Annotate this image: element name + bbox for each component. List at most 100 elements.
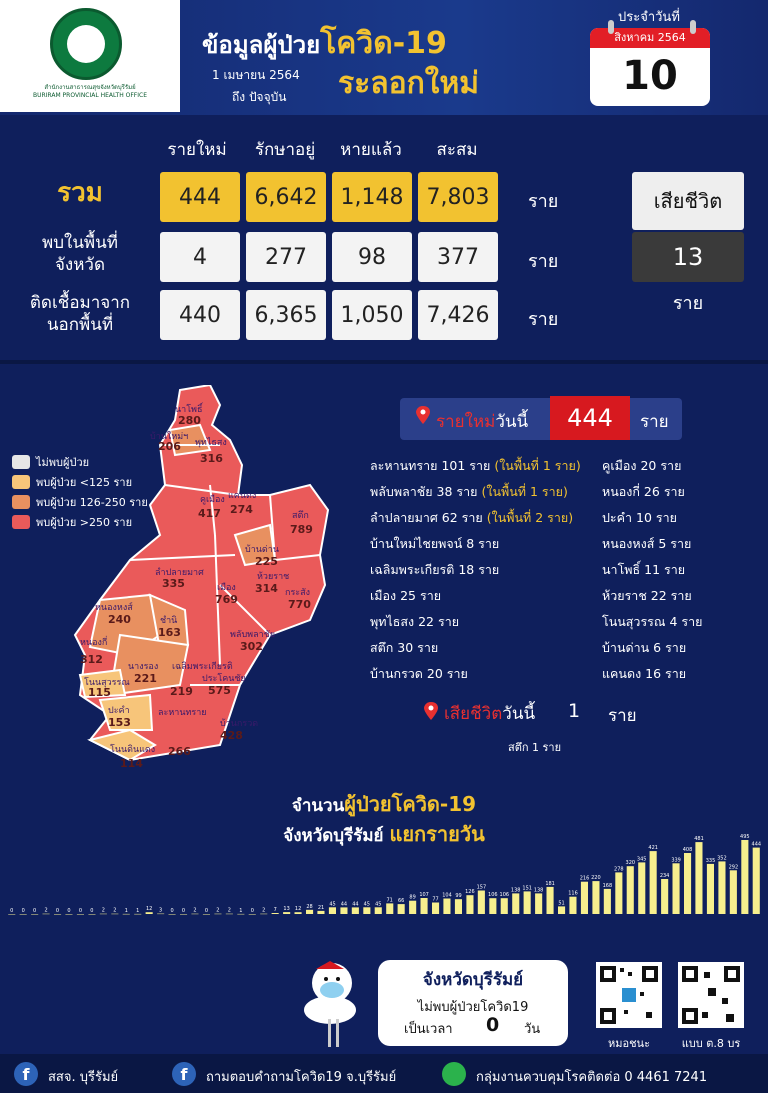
map-labels: นาโพธิ์ 280 บ้านใหม่ฯ 206 พุทไธสง 316 คู… bbox=[80, 402, 313, 770]
mascot-bird-icon bbox=[304, 961, 356, 1047]
chart-data-label: 107 bbox=[419, 892, 429, 898]
map-label: ประโคนชัย bbox=[202, 673, 246, 684]
map-label: ชำนิ bbox=[160, 615, 177, 626]
chart-data-label: 45 bbox=[364, 901, 370, 907]
chart-bar bbox=[512, 893, 520, 914]
cell-external-new: 440 bbox=[160, 290, 240, 340]
chart-bar bbox=[191, 913, 199, 915]
calendar-month: สิงหาคม 2564 bbox=[590, 28, 710, 48]
map-label: หนองกี่ bbox=[80, 635, 107, 648]
map-label: เมือง bbox=[217, 582, 236, 593]
chart-data-label: 45 bbox=[375, 901, 381, 907]
footer-link-sso[interactable]: สสจ. บุรีรัมย์ bbox=[48, 1070, 119, 1085]
map-region-yellow bbox=[98, 693, 154, 731]
map-value: 280 bbox=[178, 414, 201, 427]
chart-bar bbox=[214, 913, 222, 915]
chart-data-label: 0 bbox=[79, 908, 82, 914]
row-unit: ราย bbox=[528, 309, 559, 330]
map-value: 274 bbox=[230, 503, 253, 516]
list-item: เมือง 25 ราย bbox=[370, 588, 442, 603]
row-label-total: รวม bbox=[57, 178, 103, 208]
chart-bar bbox=[225, 913, 233, 915]
list-item: หนองกี่ 26 ราย bbox=[602, 484, 685, 499]
chart-data-label: 71 bbox=[387, 897, 393, 903]
map-value: 206 bbox=[158, 440, 181, 453]
new-today-value: 444 bbox=[550, 396, 630, 440]
legend-item: ไม่พบผู้ป่วย bbox=[12, 452, 148, 472]
chart-data-label: 0 bbox=[67, 908, 70, 914]
map-label: ปะคำ bbox=[108, 705, 130, 716]
facebook-icon[interactable]: f bbox=[14, 1062, 38, 1086]
row-unit: ราย bbox=[528, 191, 559, 212]
chart-bar bbox=[420, 898, 428, 914]
page-title: ข้อมูลผู้ป่วยโควิด-19 bbox=[202, 20, 447, 67]
qr-code-icon[interactable] bbox=[678, 962, 744, 1028]
date-to: ถึง ปัจจุบัน bbox=[232, 90, 287, 104]
map-value: 312 bbox=[80, 653, 103, 666]
chart-bar bbox=[237, 913, 245, 915]
map-label: คูเมือง bbox=[200, 494, 225, 505]
free-days: 0 bbox=[486, 1014, 500, 1036]
chart-data-label: 21 bbox=[318, 905, 324, 911]
phone-icon[interactable] bbox=[442, 1062, 466, 1086]
chart-bar bbox=[706, 863, 714, 914]
chart-bar bbox=[134, 913, 142, 915]
chart-bar bbox=[454, 899, 462, 914]
chart-bar bbox=[294, 912, 302, 914]
list-item: คูเมือง 20 ราย bbox=[602, 458, 682, 473]
header: สำนักงานสาธารณสุขจังหวัดบุรีรัมย์ BURIRA… bbox=[0, 0, 768, 115]
chart-bar bbox=[340, 907, 348, 914]
list-item: นาโพธิ์ 11 ราย bbox=[602, 562, 686, 577]
map-label: สตึก bbox=[292, 510, 309, 521]
chart-bar bbox=[42, 913, 50, 915]
death-value: 13 bbox=[632, 232, 744, 282]
qr-caption-mohchana: หมอชนะ bbox=[607, 1037, 650, 1050]
chart-bar bbox=[477, 890, 485, 914]
chart-data-label: 138 bbox=[534, 887, 544, 893]
calendar-ring-icon bbox=[690, 20, 696, 34]
cell-external-cumulative: 7,426 bbox=[418, 290, 498, 340]
map-label: โนนดินแดง bbox=[110, 744, 155, 755]
cell-local-recovered: 98 bbox=[332, 232, 412, 282]
legend-swatch bbox=[12, 495, 30, 509]
logo-caption-th: สำนักงานสาธารณสุขจังหวัดบุรีรัมย์ bbox=[44, 84, 136, 91]
footer-link-qa[interactable]: ถามตอบคำถามโควิด19 จ.บุรีรัมย์ bbox=[206, 1070, 397, 1085]
chart-data-label: 168 bbox=[603, 883, 613, 889]
calendar-ring-icon bbox=[608, 20, 614, 34]
page-subtitle: ระลอกใหม่ bbox=[338, 66, 479, 101]
chart-data-label: 2 bbox=[193, 908, 196, 914]
chart-data-label: 345 bbox=[637, 856, 647, 862]
map-label: บ้านกรวด bbox=[220, 718, 258, 729]
free-unit: วัน bbox=[524, 1022, 541, 1037]
chart-data-label: 126 bbox=[465, 889, 475, 895]
chart-data-label: 106 bbox=[500, 892, 510, 898]
chart-subtitle: จังหวัดบุรีรัมย์ แยกรายวัน bbox=[283, 822, 485, 846]
footer-contact[interactable]: กลุ่มงานควบคุมโรคติดต่อ 0 4461 7241 bbox=[476, 1070, 708, 1085]
legend-swatch bbox=[12, 455, 30, 469]
list-item: บ้านกรวด 20 ราย bbox=[370, 666, 468, 681]
chart-bar bbox=[558, 906, 566, 914]
chart-bar bbox=[351, 907, 359, 914]
map-label: ละหานทราย bbox=[158, 708, 207, 718]
chart-data-label: 0 bbox=[182, 908, 185, 914]
chart-data-label: 12 bbox=[146, 906, 152, 912]
footer: f สสจ. บุรีรัมย์ f ถามตอบคำถามโควิด19 จ.… bbox=[0, 1054, 768, 1093]
chart-data-label: 12 bbox=[295, 906, 301, 912]
chart-bar bbox=[500, 898, 508, 914]
chart-data-label: 44 bbox=[341, 901, 347, 907]
chart-data-label: 106 bbox=[488, 892, 498, 898]
chart-bar bbox=[168, 914, 176, 915]
chart-bar bbox=[569, 896, 577, 914]
row-label-local: พบในพื้นที่ จังหวัด bbox=[42, 233, 118, 275]
chart-data-label: 157 bbox=[477, 885, 487, 891]
chart-data-label: 0 bbox=[10, 908, 13, 914]
chart-data-label: 13 bbox=[283, 906, 289, 912]
qr-code-icon[interactable] bbox=[596, 962, 662, 1028]
map-borders bbox=[129, 444, 321, 686]
map-label: โนนสุวรรณ bbox=[84, 677, 130, 688]
facebook-icon[interactable]: f bbox=[172, 1062, 196, 1086]
map-value: 314 bbox=[255, 582, 278, 595]
col-header-new: รายใหม่ bbox=[167, 140, 227, 160]
chart-data-label: 352 bbox=[717, 855, 727, 861]
list-item: ละหานทราย 101 ราย (ในพื้นที่ 1 ราย) bbox=[370, 458, 581, 473]
